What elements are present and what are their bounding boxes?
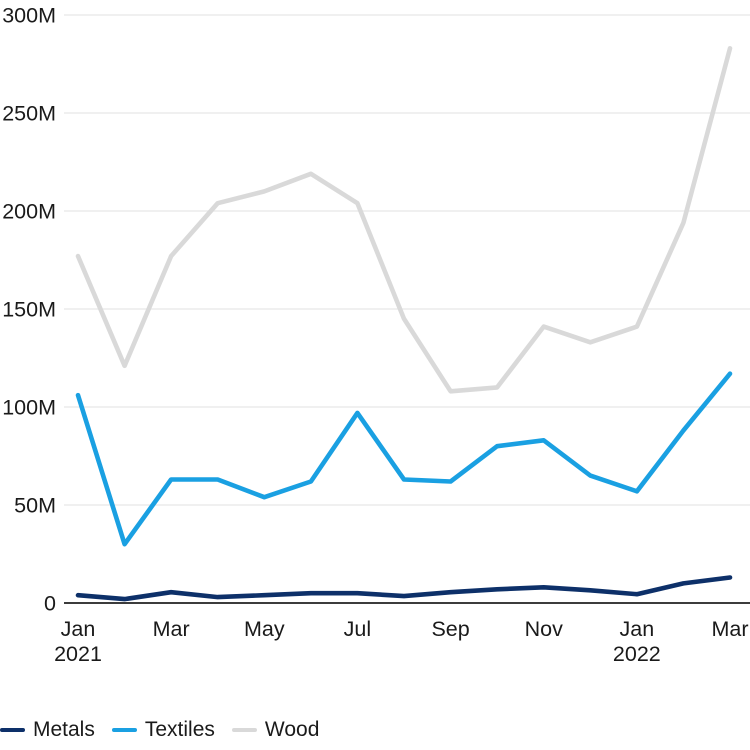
x-tick-label: Mar — [153, 617, 190, 641]
series-line-wood — [75, 45, 733, 394]
y-tick-label: 100M — [2, 396, 56, 420]
x-tick-label: Jan — [620, 617, 655, 641]
series-line-metals — [75, 575, 733, 602]
y-tick-label: 200M — [2, 200, 56, 224]
legend-swatch-wood — [231, 728, 257, 732]
y-tick-label: 50M — [14, 494, 56, 518]
legend: Metals Textiles Wood — [0, 716, 319, 744]
legend-swatch-metals — [0, 728, 25, 732]
legend-item-metals: Metals — [0, 716, 95, 744]
y-tick-label: 0 — [44, 592, 56, 616]
series-line-textiles — [75, 371, 733, 547]
legend-swatch-textiles — [111, 728, 137, 732]
y-tick-label: 300M — [2, 4, 56, 28]
x-tick-label: Sep — [431, 617, 469, 641]
legend-label: Metals — [33, 718, 95, 741]
legend-item-wood: Wood — [231, 716, 320, 744]
gridlines — [64, 14, 750, 604]
y-tick-label: 150M — [2, 298, 56, 322]
x-tick-label: May — [244, 617, 285, 641]
legend-item-textiles: Textiles — [111, 716, 215, 744]
x-tick-year-label: 2022 — [613, 642, 661, 666]
legend-label: Wood — [264, 718, 320, 741]
x-tick-label: Jul — [344, 617, 371, 641]
series-lines — [75, 45, 733, 602]
x-tick-label: Jan — [61, 617, 96, 641]
y-tick-label: 250M — [2, 102, 56, 126]
y-axis-labels: 0 50M 100M 150M 200M 250M 300M — [2, 4, 56, 616]
legend-label: Textiles — [144, 718, 215, 741]
x-tick-year-label: 2021 — [54, 642, 102, 666]
x-tick-label: Mar — [711, 617, 748, 641]
x-tick-label: Nov — [525, 617, 563, 641]
